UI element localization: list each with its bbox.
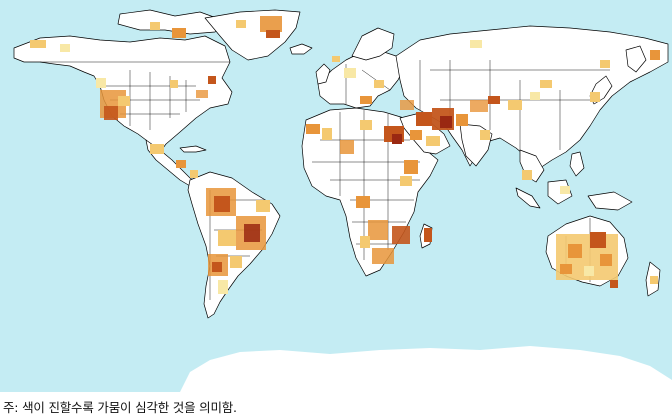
philippines xyxy=(569,151,585,177)
antarctica xyxy=(180,346,672,392)
new-guinea xyxy=(587,191,633,211)
sumatra xyxy=(515,187,541,209)
sakhalin-kamchatka xyxy=(625,45,647,73)
world-drought-map xyxy=(0,0,672,392)
drought-areas xyxy=(30,16,660,294)
scandinavia xyxy=(351,27,395,61)
map-footnote: 주: 색이 진할수록 가뭄이 심각한 것을 의미함. xyxy=(3,400,237,415)
arctic-islands xyxy=(117,9,223,35)
british-isles xyxy=(315,63,331,85)
cuba xyxy=(179,145,207,153)
iceland xyxy=(289,43,313,55)
